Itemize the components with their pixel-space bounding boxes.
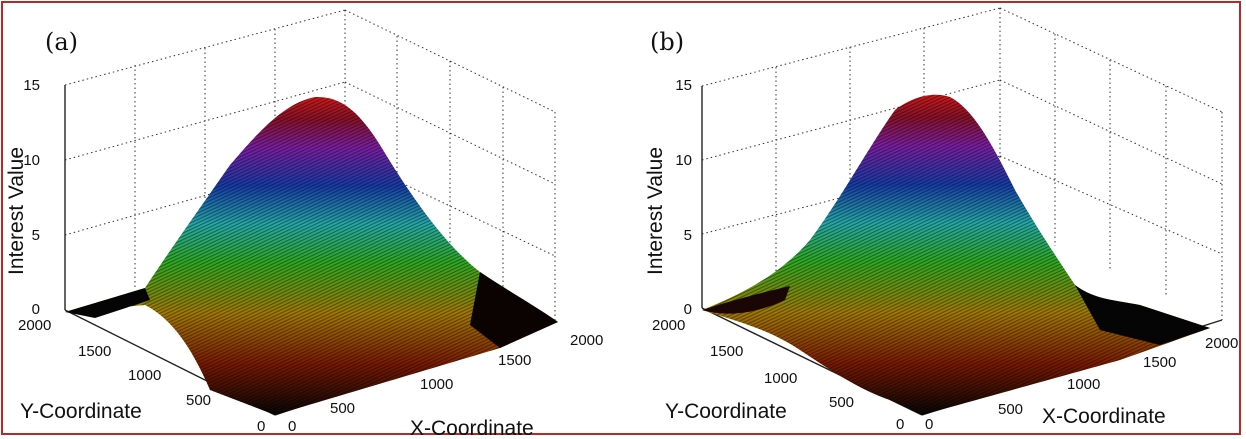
panel-a-ylabel: Y-Coordinate (20, 400, 142, 423)
panel-b-y-tick-0: 0 (896, 416, 904, 433)
panel-a-z-tick-5: 5 (32, 227, 40, 244)
panel-a-zlabel: Interest Value (5, 147, 28, 275)
panel-a-z-tick-10: 10 (23, 152, 40, 169)
panel-a-x-tick-500: 500 (330, 400, 355, 417)
panel-a-y-tick-500: 500 (186, 392, 211, 409)
panel-b-z-ticks: 15 10 5 0 (675, 77, 692, 318)
panel-b-x-tick-2000: 2000 (1205, 335, 1238, 352)
panel-b: (b) (644, 7, 1238, 433)
panel-a-surface (65, 96, 558, 415)
panel-a-y-tick-1000: 1000 (128, 367, 161, 384)
panel-a: (a) (5, 9, 603, 439)
panel-a-x-tick-1000: 1000 (420, 376, 453, 393)
panel-b-x-ticks: 0 500 1000 1500 2000 (925, 335, 1238, 433)
panel-b-z-tick-10: 10 (675, 152, 692, 169)
panel-b-zlabel: Interest Value (644, 147, 667, 275)
panel-b-z-tick-15: 15 (675, 77, 692, 94)
panel-b-ylabel: Y-Coordinate (665, 400, 787, 423)
panel-a-z-tick-0: 0 (32, 301, 40, 318)
panel-a-z-tick-15: 15 (23, 77, 40, 94)
panel-a-z-ticks: 15 10 5 0 (23, 77, 40, 318)
panel-a-y-tick-0: 0 (257, 418, 265, 435)
panel-b-x-tick-1500: 1500 (1143, 354, 1176, 371)
panel-b-y-ticks: 2000 1500 1000 500 0 (652, 317, 904, 433)
panel-b-y-tick-1500: 1500 (710, 343, 743, 360)
panel-b-y-tick-500: 500 (829, 394, 854, 411)
panel-a-y-tick-2000: 2000 (18, 317, 51, 334)
panel-b-xlabel: X-Coordinate (1042, 405, 1166, 428)
panel-a-x-tick-1500: 1500 (498, 352, 531, 369)
panel-b-z-tick-0: 0 (684, 301, 692, 318)
panel-b-label: (b) (650, 28, 684, 56)
panel-b-x-tick-1000: 1000 (1067, 376, 1100, 393)
panel-a-x-ticks: 0 500 1000 1500 2000 (288, 332, 603, 435)
panel-a-y-ticks: 2000 1500 1000 500 0 (18, 317, 265, 435)
panel-a-y-tick-1500: 1500 (78, 343, 111, 360)
panel-b-z-tick-5: 5 (684, 227, 692, 244)
panel-b-y-tick-1000: 1000 (764, 370, 797, 387)
panel-b-y-tick-2000: 2000 (652, 317, 685, 334)
panel-b-x-tick-500: 500 (998, 401, 1023, 418)
panel-b-x-tick-0: 0 (925, 416, 933, 433)
panel-a-xlabel: X-Coordinate (410, 417, 534, 439)
panel-a-x-tick-2000: 2000 (570, 332, 603, 349)
panel-a-x-tick-0: 0 (288, 418, 296, 435)
panel-a-label: (a) (45, 28, 78, 56)
panel-b-surface (702, 94, 1210, 416)
